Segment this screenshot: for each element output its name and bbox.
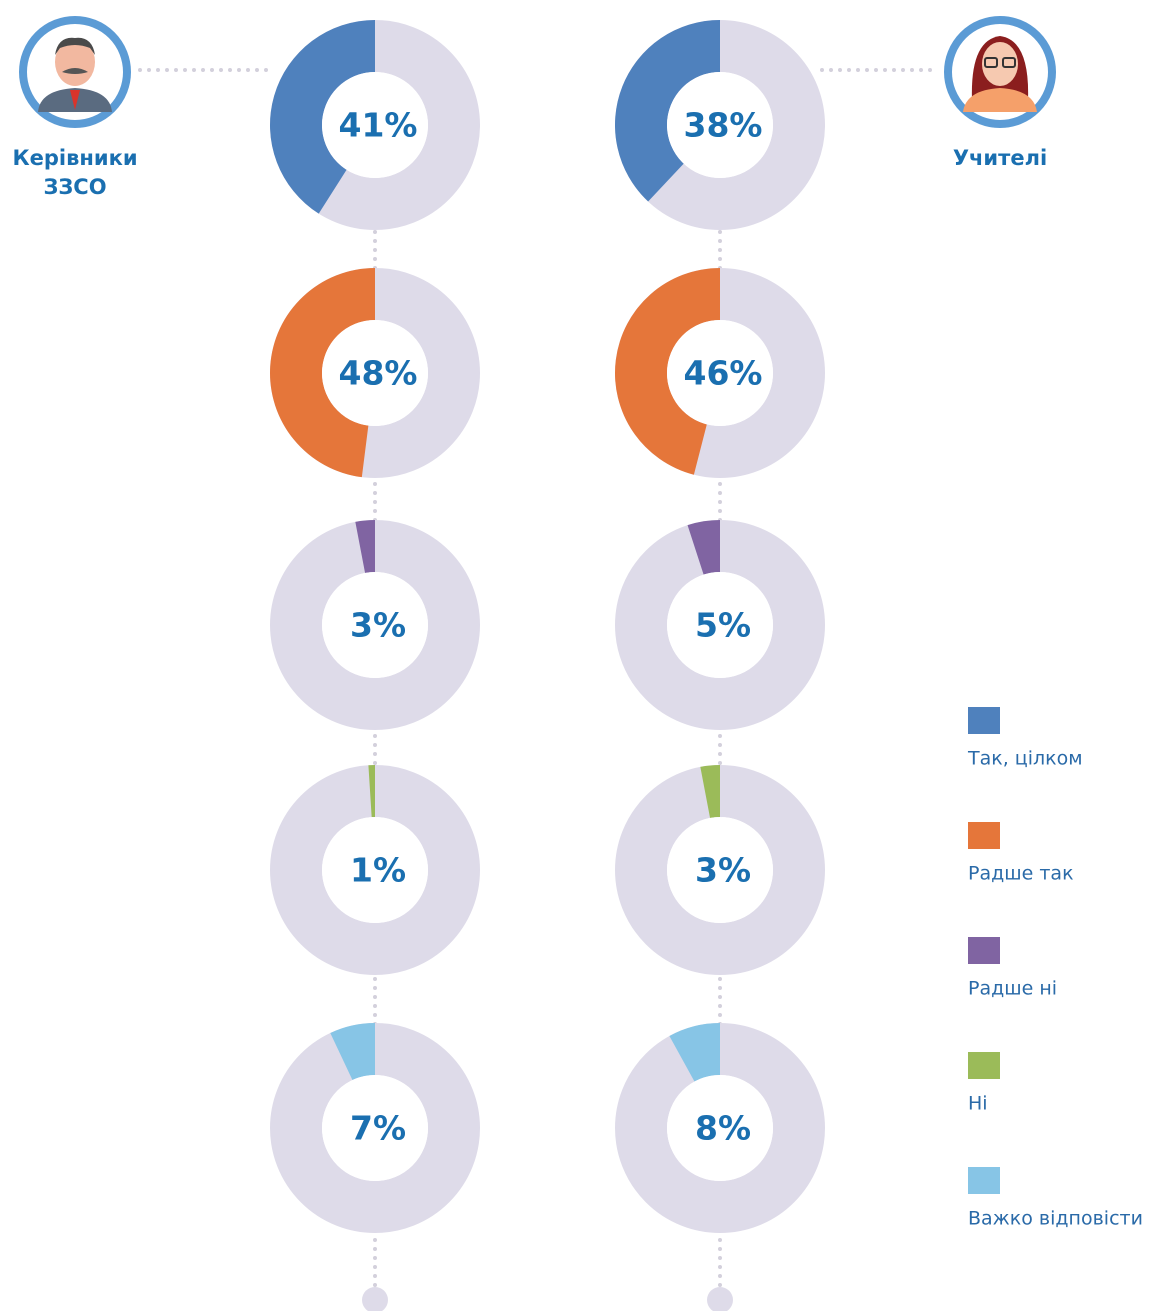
value-label: 3%	[350, 606, 406, 645]
avatar-principal	[23, 20, 127, 124]
legend-label: Радше ні	[968, 978, 1057, 1000]
value-label: 48%	[339, 354, 418, 393]
value-label: 3%	[695, 851, 751, 890]
value-label: 38%	[684, 106, 763, 145]
legend-swatch	[968, 822, 1000, 849]
avatar-teacher	[948, 20, 1052, 124]
legend-label: Ні	[968, 1093, 988, 1115]
value-label: 1%	[350, 851, 406, 890]
legend-swatch	[968, 1052, 1000, 1079]
legend-label: Важко відповісти	[968, 1208, 1143, 1230]
chart: КерівникиЗЗСО Учителі 41% 48% 3% 1% 7% 38% 46%…	[0, 0, 1165, 1311]
legend-label: Так, цілком	[967, 748, 1083, 770]
series-name: Учителі	[953, 146, 1047, 170]
value-label: 41%	[339, 106, 418, 145]
value-label: 5%	[695, 606, 751, 645]
legend-label: Радше так	[968, 863, 1074, 885]
value-label: 7%	[350, 1109, 406, 1148]
value-label: 46%	[684, 354, 763, 393]
value-label: 8%	[695, 1109, 751, 1148]
legend-swatch	[968, 1167, 1000, 1194]
legend-swatch	[968, 707, 1000, 734]
legend-swatch	[968, 937, 1000, 964]
